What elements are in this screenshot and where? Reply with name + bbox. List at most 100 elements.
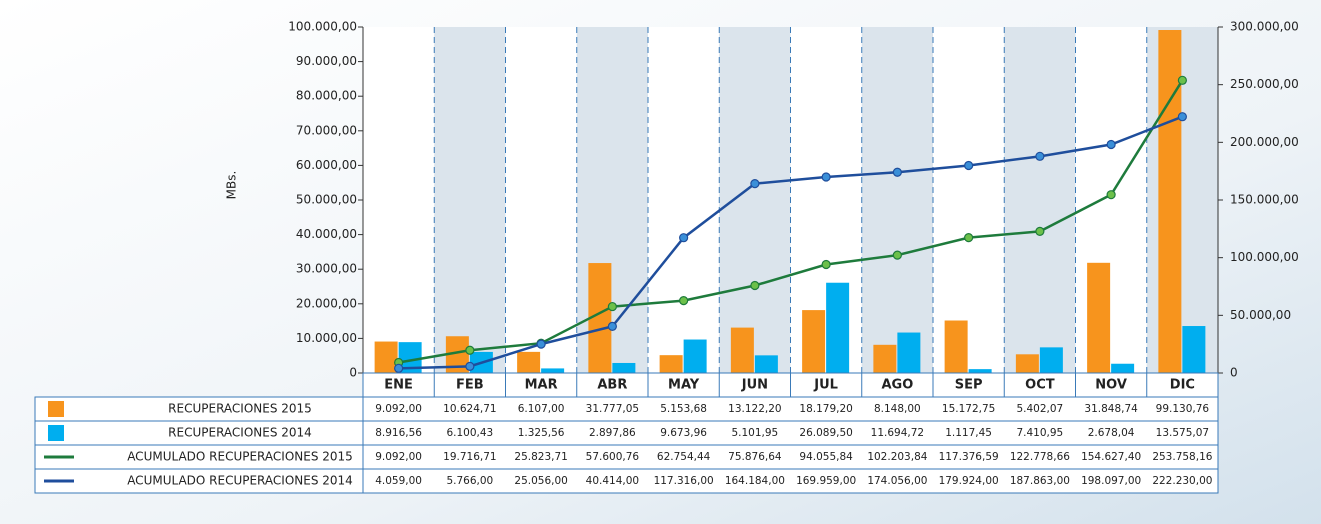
table-cell: 169.959,00: [796, 475, 856, 487]
bar: [588, 263, 612, 373]
legend-label: RECUPERACIONES 2014: [168, 426, 312, 440]
column-band: [505, 27, 577, 373]
y-tick-label: 10.000,00: [296, 331, 357, 345]
y-tick-label: 20.000,00: [296, 296, 357, 310]
table-cell: 102.203,84: [867, 451, 927, 463]
y2-tick-label: 250.000,00: [1230, 77, 1299, 91]
table-cell: 13.122,20: [728, 403, 781, 415]
y2-tick-label: 150.000,00: [1230, 193, 1299, 207]
column-band: [648, 27, 720, 373]
y-axis-label: MBs.: [225, 171, 239, 200]
table-cell: 164.184,00: [725, 475, 785, 487]
column-band: [719, 27, 791, 373]
table-cell: 8.916,56: [375, 427, 422, 439]
table-cell: 1.117,45: [945, 427, 992, 439]
y-tick-label: 90.000,00: [296, 54, 357, 68]
line-series: [398, 79, 1184, 364]
bar: [1158, 30, 1182, 374]
y2-tick-label: 100.000,00: [1230, 250, 1299, 264]
legend-swatch: [48, 425, 64, 441]
table-cell: 25.056,00: [514, 475, 567, 487]
line-marker: [465, 361, 475, 371]
column-band: [434, 27, 506, 373]
bar: [1182, 326, 1206, 373]
line-marker: [892, 250, 902, 260]
legend-label: ACUMULADO RECUPERACIONES 2015: [127, 450, 353, 464]
table-cell: 198.097,00: [1081, 475, 1141, 487]
table-cell: 117.376,59: [939, 451, 999, 463]
category-label: JUL: [813, 378, 838, 393]
category-label: SEP: [955, 378, 983, 393]
line-marker: [679, 296, 689, 306]
y-tick-label: 100.000,00: [288, 20, 357, 34]
bar: [1111, 363, 1135, 373]
table-cell: 8.148,00: [874, 403, 921, 415]
line-marker: [821, 259, 831, 270]
category-label: AGO: [881, 378, 913, 393]
y-tick-label: 0: [349, 366, 357, 380]
legend-swatch: [48, 401, 64, 417]
table-cell: 11.694,72: [871, 427, 924, 439]
table-cell: 25.823,71: [514, 451, 567, 463]
table-cell: 18.179,20: [799, 403, 852, 415]
line-marker: [1177, 112, 1187, 122]
y-tick-label: 80.000,00: [296, 89, 357, 103]
category-label: ENE: [384, 378, 413, 393]
bar: [897, 332, 921, 373]
table-cell: 15.172,75: [942, 403, 995, 415]
column-band: [933, 27, 1005, 373]
table-cell: 9.092,00: [375, 403, 422, 415]
table-cell: 40.414,00: [586, 475, 639, 487]
y-tick-label: 50.000,00: [296, 193, 357, 207]
line-marker: [607, 301, 617, 312]
line-marker: [1177, 75, 1187, 85]
bar: [944, 320, 968, 373]
table-cell: 187.863,00: [1010, 475, 1070, 487]
table-cell: 57.600,76: [586, 451, 640, 463]
bar: [1087, 262, 1111, 373]
bar: [802, 310, 826, 373]
category-label: DIC: [1170, 378, 1195, 393]
table-cell: 94.055,84: [799, 451, 853, 463]
category-label: JUN: [741, 378, 768, 393]
line-marker: [750, 280, 760, 291]
table-cell: 2.897,86: [589, 427, 636, 439]
table-cell: 9.673,96: [660, 427, 707, 439]
table-cell: 31.848,74: [1084, 403, 1138, 415]
y-tick-label: 60.000,00: [296, 158, 357, 172]
y2-tick-label: 200.000,00: [1230, 135, 1299, 149]
table-cell: 122.778,66: [1010, 451, 1070, 463]
line-marker: [821, 172, 831, 182]
table-cell: 5.402,07: [1016, 403, 1063, 415]
line-marker: [1106, 190, 1116, 200]
table-cell: 5.766,00: [446, 475, 493, 487]
table-cell: 179.924,00: [939, 475, 999, 487]
bar: [873, 344, 897, 373]
table-cell: 6.100,43: [446, 427, 493, 439]
y2-tick-label: 300.000,00: [1230, 20, 1299, 34]
bar: [374, 341, 398, 373]
bar: [683, 339, 707, 373]
table-cell: 10.624,71: [443, 403, 496, 415]
line-marker: [1035, 151, 1045, 161]
category-label: OCT: [1025, 378, 1055, 393]
bar: [541, 368, 565, 373]
category-label: NOV: [1095, 378, 1127, 393]
column-band: [1004, 27, 1076, 373]
line-marker: [964, 160, 974, 171]
column-band: [1075, 27, 1147, 373]
table-cell: 253.758,16: [1152, 451, 1212, 463]
table-cell: 5.153,68: [660, 403, 707, 415]
bar: [1015, 354, 1039, 373]
y-tick-label: 40.000,00: [296, 227, 357, 241]
table-row: [34, 468, 1219, 494]
line-marker: [750, 179, 760, 189]
table-cell: 31.777,05: [586, 403, 639, 415]
table-cell: 9.092,00: [375, 451, 422, 463]
table-cell: 174.056,00: [867, 475, 927, 487]
bar: [968, 369, 992, 373]
line-series: [398, 115, 1183, 370]
table-cell: 117.316,00: [654, 475, 714, 487]
category-label: FEB: [456, 378, 484, 393]
